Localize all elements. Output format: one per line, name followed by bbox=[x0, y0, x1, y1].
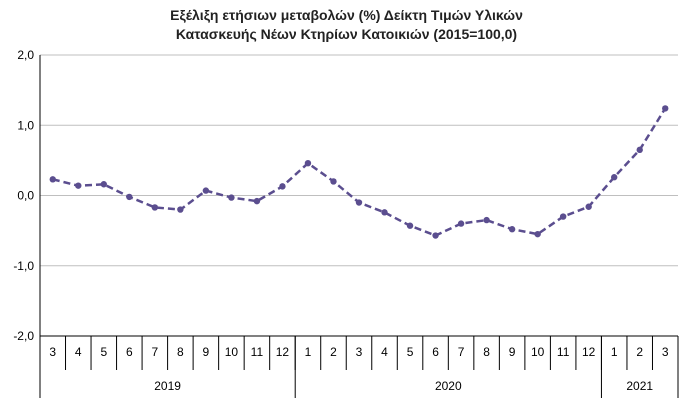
chart-title-line-2: Κατασκευής Νέων Κτηρίων Κατοικιών (2015=… bbox=[175, 26, 518, 42]
x-tick-label: 6 bbox=[432, 345, 439, 359]
data-point bbox=[228, 194, 235, 201]
x-tick-label: 3 bbox=[662, 345, 669, 359]
data-point bbox=[151, 204, 159, 211]
x-tick-label: 12 bbox=[276, 345, 290, 359]
x-tick-label: 5 bbox=[407, 345, 414, 359]
series-line-path bbox=[52, 107, 667, 237]
data-point bbox=[126, 193, 133, 201]
x-tick-label: 9 bbox=[509, 345, 516, 359]
data-point bbox=[75, 182, 82, 189]
data-point bbox=[330, 178, 337, 185]
data-point bbox=[381, 209, 388, 216]
x-tick-label: 8 bbox=[483, 345, 490, 359]
data-point bbox=[177, 206, 184, 213]
data-point bbox=[304, 159, 312, 167]
data-point bbox=[49, 176, 56, 183]
x-tick-label: 7 bbox=[151, 345, 158, 359]
year-label-2021: 2021 bbox=[626, 379, 653, 393]
data-point bbox=[253, 197, 261, 205]
x-tick-label: 9 bbox=[203, 345, 210, 359]
y-tick-label: -2,0 bbox=[13, 329, 34, 343]
y-tick-label: 0,0 bbox=[17, 189, 34, 203]
x-tick-label: 11 bbox=[251, 345, 264, 359]
x-tick-label: 8 bbox=[177, 345, 184, 359]
year-label-2019: 2019 bbox=[154, 379, 181, 393]
chart-title: Εξέλιξη ετήσιων μεταβολών (%) Δείκτη Τιμ… bbox=[0, 6, 693, 44]
chart-title-line-1: Εξέλιξη ετήσιων μεταβολών (%) Δείκτη Τιμ… bbox=[170, 7, 523, 23]
data-point bbox=[355, 199, 363, 206]
y-tick-label: 1,0 bbox=[17, 118, 34, 132]
y-tick-label: 2,0 bbox=[17, 48, 34, 62]
data-point bbox=[636, 146, 643, 154]
data-point bbox=[508, 226, 516, 233]
x-tick-label: 2 bbox=[330, 345, 337, 359]
x-tick-label: 2 bbox=[636, 345, 643, 359]
data-point bbox=[279, 183, 286, 190]
data-point bbox=[406, 222, 414, 229]
x-tick-label: 1 bbox=[611, 345, 618, 359]
x-tick-label: 5 bbox=[100, 345, 107, 359]
data-point bbox=[457, 220, 465, 227]
data-point bbox=[585, 203, 592, 210]
x-tick-label: 4 bbox=[75, 345, 82, 359]
data-point bbox=[432, 232, 439, 239]
y-axis: 2,0 1,0 0,0 -1,0 -2,0 bbox=[13, 48, 41, 343]
x-tick-label: 6 bbox=[126, 345, 133, 359]
x-tick-label: 1 bbox=[305, 345, 312, 359]
x-tick-label: 3 bbox=[356, 345, 363, 359]
x-tick-label: 10 bbox=[225, 345, 239, 359]
year-label-2020: 2020 bbox=[435, 379, 462, 393]
series-line bbox=[49, 105, 669, 239]
data-point bbox=[662, 105, 669, 112]
y-tick-label: -1,0 bbox=[13, 259, 34, 273]
data-point bbox=[100, 181, 108, 188]
x-tick-label: 10 bbox=[531, 345, 545, 359]
data-point bbox=[534, 230, 541, 238]
data-point bbox=[559, 213, 567, 220]
data-point bbox=[611, 174, 618, 181]
x-tick-label: 7 bbox=[458, 345, 465, 359]
data-point bbox=[202, 187, 210, 194]
gridlines bbox=[40, 54, 678, 337]
x-tick-label: 12 bbox=[582, 345, 596, 359]
x-tick-label: 11 bbox=[557, 345, 570, 359]
data-point bbox=[483, 216, 490, 224]
x-tick-label: 3 bbox=[49, 345, 56, 359]
x-tick-label: 4 bbox=[381, 345, 388, 359]
